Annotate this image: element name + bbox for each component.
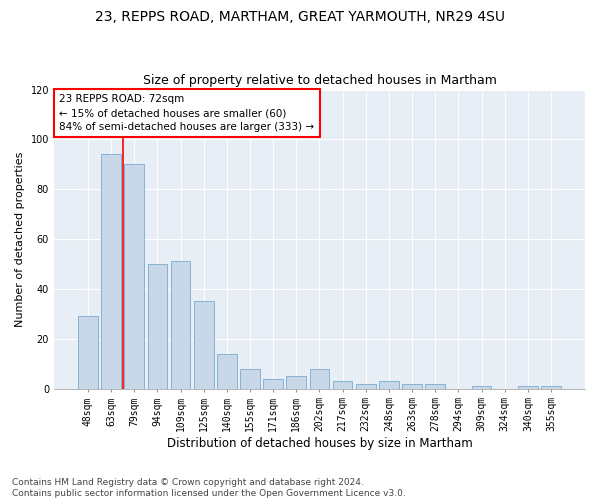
Bar <box>263 378 283 388</box>
X-axis label: Distribution of detached houses by size in Martham: Distribution of detached houses by size … <box>167 437 472 450</box>
Bar <box>425 384 445 388</box>
Bar <box>379 381 399 388</box>
Bar <box>78 316 98 388</box>
Title: Size of property relative to detached houses in Martham: Size of property relative to detached ho… <box>143 74 496 87</box>
Bar <box>124 164 144 388</box>
Bar <box>518 386 538 388</box>
Bar <box>286 376 306 388</box>
Text: 23, REPPS ROAD, MARTHAM, GREAT YARMOUTH, NR29 4SU: 23, REPPS ROAD, MARTHAM, GREAT YARMOUTH,… <box>95 10 505 24</box>
Bar <box>194 302 214 388</box>
Bar <box>541 386 561 388</box>
Bar <box>356 384 376 388</box>
Bar <box>217 354 236 388</box>
Bar <box>333 381 352 388</box>
Text: Contains HM Land Registry data © Crown copyright and database right 2024.
Contai: Contains HM Land Registry data © Crown c… <box>12 478 406 498</box>
Bar <box>148 264 167 388</box>
Bar <box>170 262 190 388</box>
Y-axis label: Number of detached properties: Number of detached properties <box>15 152 25 326</box>
Bar <box>472 386 491 388</box>
Bar <box>101 154 121 388</box>
Bar <box>240 368 260 388</box>
Bar <box>310 368 329 388</box>
Bar <box>402 384 422 388</box>
Text: 23 REPPS ROAD: 72sqm
← 15% of detached houses are smaller (60)
84% of semi-detac: 23 REPPS ROAD: 72sqm ← 15% of detached h… <box>59 94 314 132</box>
